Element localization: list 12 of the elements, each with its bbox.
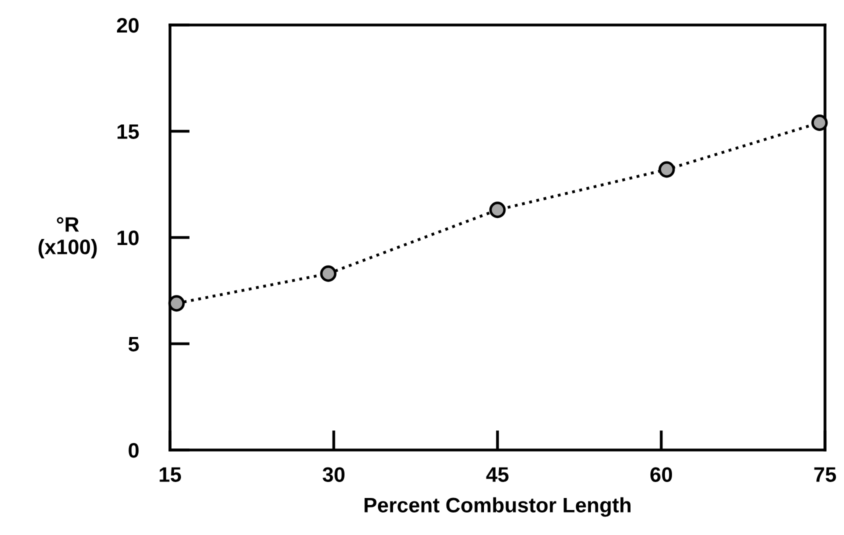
x-tick-label: 30	[322, 467, 344, 482]
x-tick-label: 60	[650, 467, 672, 482]
y-tick-label: 0	[128, 443, 139, 458]
x-tick-label: 15	[160, 467, 182, 482]
y-axis-title: °R (x100)	[38, 217, 97, 258]
x-axis-title: Percent Combustor Length	[364, 497, 630, 517]
x-tick-label: 75	[814, 467, 836, 482]
y-tick-label: 5	[128, 336, 139, 352]
y-tick-label: 20	[116, 18, 139, 33]
x-tick-label: 45	[486, 467, 509, 482]
y-tick-label: 10	[118, 230, 139, 246]
y-tick-label: 15	[118, 124, 139, 140]
